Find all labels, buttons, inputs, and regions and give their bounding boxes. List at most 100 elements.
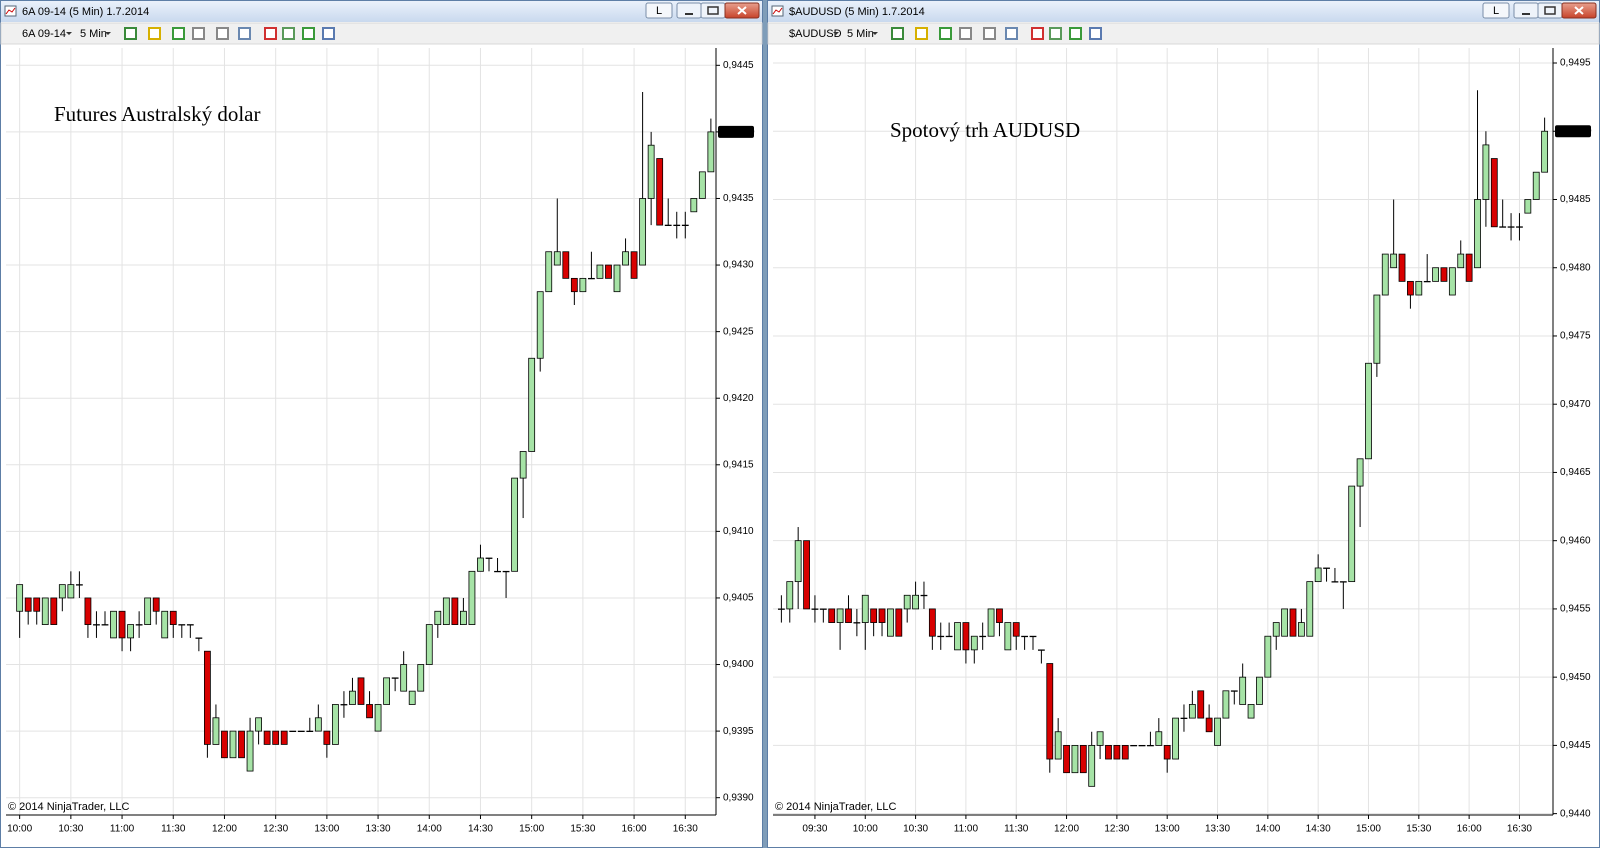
candle-body	[1323, 567, 1330, 569]
candle-body	[502, 570, 510, 573]
candle-body	[945, 635, 953, 638]
toolbar-icon[interactable]	[983, 27, 996, 40]
y-tick-label: 0,9425	[723, 326, 754, 337]
candle-body	[93, 624, 100, 626]
toolbar-icon[interactable]	[939, 27, 952, 40]
maximize-button[interactable]	[1537, 2, 1563, 19]
instrument-selector[interactable]: 6A 09-14	[22, 28, 66, 40]
toolbar-icon[interactable]	[1049, 27, 1062, 40]
candle-body	[511, 477, 519, 572]
y-tick-label: 0,9450	[1560, 672, 1591, 683]
candle-body	[340, 704, 348, 706]
candle-body	[845, 608, 852, 623]
candle-body	[161, 610, 169, 639]
candle-body	[255, 717, 262, 732]
candle-body	[1147, 744, 1154, 747]
candle-body	[408, 690, 416, 705]
candle-body	[110, 610, 117, 639]
interval-selector[interactable]: 5 Min	[847, 28, 874, 40]
candle-body	[1432, 267, 1439, 282]
link-button[interactable]	[645, 2, 673, 19]
candle-body	[579, 277, 587, 293]
candle-body	[331, 704, 339, 745]
candle-body	[1029, 635, 1037, 638]
toolbar-icon[interactable]	[192, 27, 205, 40]
x-tick-label: 14:00	[1255, 824, 1280, 835]
toolbar-icon[interactable]	[959, 27, 972, 40]
toolbar-icon[interactable]	[302, 27, 315, 40]
x-tick-label: 12:00	[212, 824, 237, 835]
candle-body	[803, 540, 810, 610]
toolbar-icon[interactable]	[322, 27, 335, 40]
toolbar-icon[interactable]	[282, 27, 295, 40]
toolbar-icon[interactable]	[172, 27, 185, 40]
candle-body	[1205, 717, 1213, 733]
instrument-selector[interactable]: $AUDUSD	[789, 28, 842, 40]
candle-body	[1524, 199, 1532, 214]
maximize-button[interactable]	[700, 2, 726, 19]
toolbar-icon[interactable]	[124, 27, 137, 40]
candle-body	[1037, 649, 1045, 651]
x-tick-label: 14:30	[468, 824, 493, 835]
toolbar-icon[interactable]	[216, 27, 229, 40]
x-tick-label: 14:30	[1306, 824, 1331, 835]
toolbar-icon[interactable]	[1069, 27, 1082, 40]
candle-body	[1532, 171, 1540, 200]
toolbar-icon[interactable]	[915, 27, 928, 40]
copyright: © 2014 NinjaTrader, LLC	[775, 801, 896, 813]
instrument-dropdown[interactable]	[833, 32, 839, 35]
candle-body	[383, 677, 391, 705]
toolbar-icon[interactable]	[1089, 27, 1102, 40]
y-tick-label: 0,9465	[1560, 467, 1591, 478]
interval-dropdown[interactable]	[105, 32, 111, 35]
annotation: Spotový trh AUDUSD	[890, 118, 1080, 142]
candle-body	[545, 251, 553, 293]
candle-body	[861, 594, 869, 623]
y-tick-label: 0,9410	[723, 526, 754, 537]
interval-dropdown[interactable]	[872, 32, 878, 35]
candle-body	[681, 224, 689, 227]
toolbar-icon[interactable]	[1005, 27, 1018, 40]
candle-body	[1474, 199, 1481, 269]
toolbar-icon[interactable]	[1031, 27, 1044, 40]
toolbar	[0, 22, 763, 45]
last-price-box	[1555, 125, 1591, 138]
candle-body	[528, 357, 536, 452]
x-tick-label: 14:00	[417, 824, 442, 835]
candle-body	[374, 704, 382, 732]
interval-selector[interactable]: 5 Min	[80, 28, 107, 40]
candle-body	[485, 557, 493, 559]
toolbar-icon[interactable]	[238, 27, 251, 40]
toolbar-icon[interactable]	[891, 27, 904, 40]
candle-body	[477, 557, 484, 572]
candle-body	[127, 624, 134, 639]
candle-body	[1012, 622, 1020, 637]
candle-body	[954, 622, 961, 651]
candle-body	[519, 451, 527, 479]
toolbar-icon[interactable]	[148, 27, 161, 40]
minimize-button[interactable]	[676, 2, 702, 19]
y-tick-label: 0,9435	[723, 193, 754, 204]
link-button[interactable]	[1482, 2, 1510, 19]
candle-body	[664, 224, 672, 227]
candle-body	[314, 717, 322, 732]
candle-body	[1448, 267, 1456, 296]
candle-body	[1331, 581, 1339, 583]
candle-body	[1390, 253, 1398, 269]
candle-body	[306, 730, 314, 733]
x-tick-label: 12:00	[1054, 824, 1079, 835]
candle-body	[391, 677, 399, 679]
candle-body	[1356, 458, 1364, 487]
x-tick-label: 16:30	[673, 824, 698, 835]
minimize-button[interactable]	[1513, 2, 1539, 19]
instrument-dropdown[interactable]	[66, 32, 72, 35]
candle-body	[1214, 717, 1221, 746]
candle-body	[1339, 581, 1347, 583]
toolbar-icon[interactable]	[264, 27, 277, 40]
candle-body	[1197, 690, 1205, 719]
candle-body	[152, 597, 160, 612]
window-title: $AUDUSD (5 Min) 1.7.2014	[789, 6, 925, 18]
y-tick-label: 0,9390	[723, 792, 754, 803]
candle-body	[639, 198, 647, 266]
